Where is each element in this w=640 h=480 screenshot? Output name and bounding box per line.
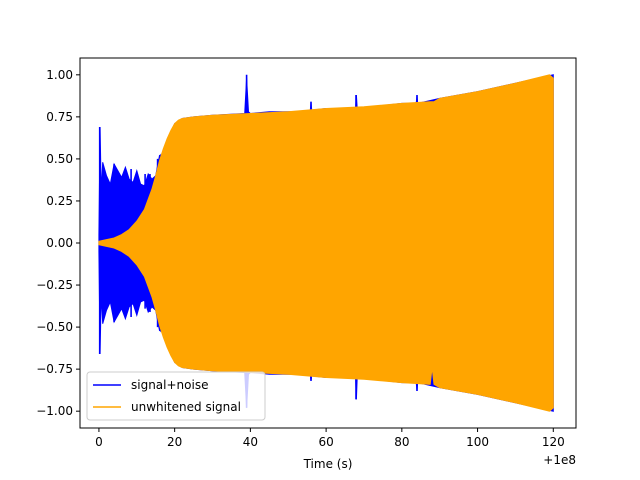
- y-tick-label: 0.00: [46, 236, 73, 250]
- x-tick-label: 60: [318, 435, 333, 449]
- series-layer: [98, 74, 554, 412]
- x-tick-label: 0: [95, 435, 103, 449]
- legend-box: [86, 371, 266, 421]
- y-tick-label: −1.00: [36, 404, 73, 418]
- y-axis: −1.00 −0.75 −0.50 −0.25 0.00 0.25 0.50 0.75 1.00: [36, 68, 80, 418]
- y-tick-label: 0.25: [46, 194, 73, 208]
- y-tick-label: −0.25: [36, 278, 73, 292]
- y-tick-label: 0.75: [46, 110, 73, 124]
- y-tick-label: 0.50: [46, 152, 73, 166]
- x-tick-label: 120: [542, 435, 565, 449]
- legend-label-unwhitened-signal: unwhitened signal: [131, 400, 241, 414]
- x-tick-label: 80: [394, 435, 409, 449]
- x-axis: 0 20 40 60 80 100 120: [95, 428, 565, 449]
- y-tick-label: 1.00: [46, 68, 73, 82]
- legend-label-signal-noise: signal+noise: [131, 378, 208, 392]
- x-axis-label: Time (s): [303, 457, 353, 471]
- y-tick-label: −0.75: [36, 362, 73, 376]
- x-tick-label: 40: [243, 435, 258, 449]
- x-tick-label: 100: [466, 435, 489, 449]
- x-tick-label: 20: [167, 435, 182, 449]
- legend: signal+noise unwhitened signal: [86, 371, 266, 421]
- x-offset-label: +1e8: [543, 453, 576, 467]
- series-unwhitened-signal: [98, 74, 554, 412]
- plot-area: [79, 57, 577, 429]
- y-tick-label: −0.50: [36, 320, 73, 334]
